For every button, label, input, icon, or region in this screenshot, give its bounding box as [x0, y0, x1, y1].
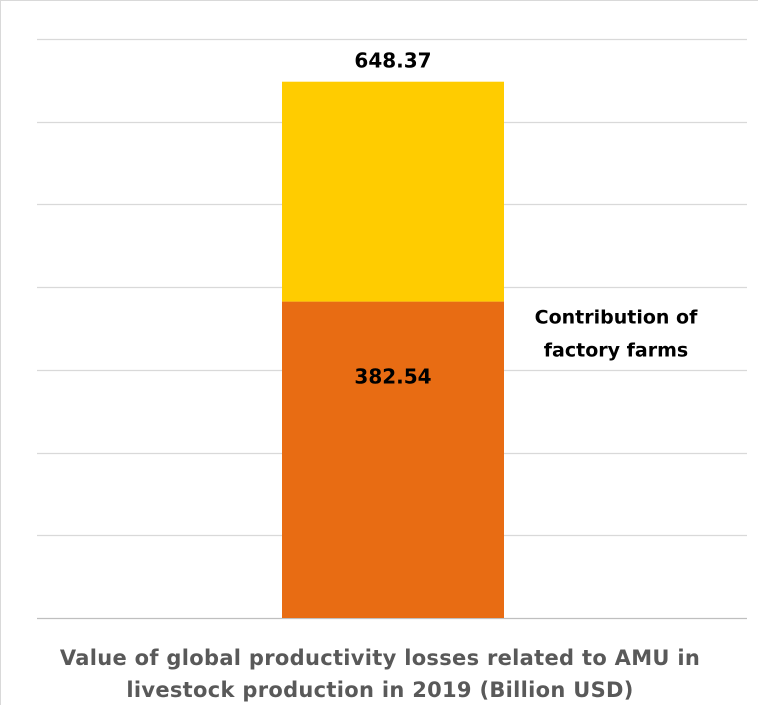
x-axis-label-line-1: Value of global productivity losses rela…: [59, 646, 701, 670]
total-data-label: 648.37: [354, 49, 431, 73]
bar-segment-2: [282, 81, 504, 302]
annotation-line-1: Contribution of: [535, 307, 698, 329]
segment-data-label: 382.54: [354, 365, 431, 389]
x-axis-label-line-2: livestock production in 2019 (Billion US…: [126, 678, 634, 702]
annotation-line-2: factory farms: [544, 340, 688, 362]
bar-segment-1: [282, 301, 504, 618]
